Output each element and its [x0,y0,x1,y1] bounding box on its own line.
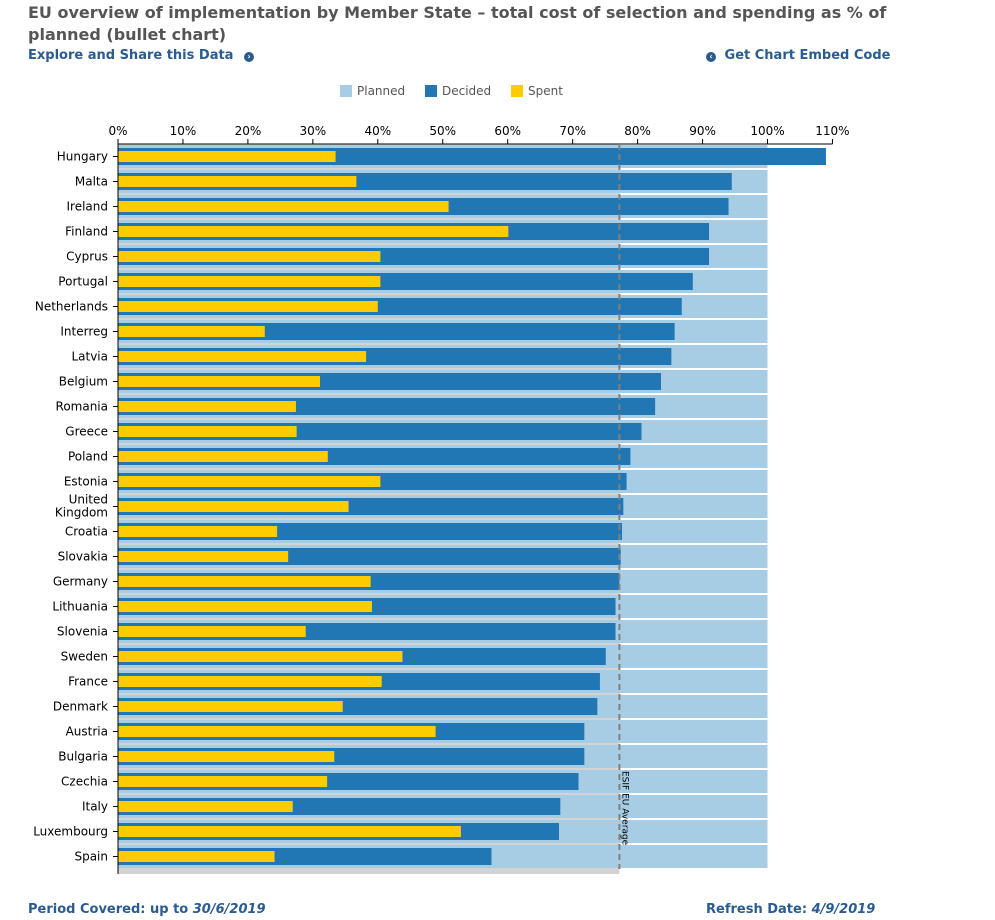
category-label: Romania [56,400,108,414]
refresh-date: Refresh Date: 4/9/2019 [706,902,875,917]
bar-spent [118,401,296,412]
legend-item-planned[interactable]: Planned [340,84,405,98]
bar-spent [118,676,382,687]
category-label: Interreg [60,325,108,339]
category-label: Bulgaria [58,750,108,764]
category-label: Germany [53,575,108,589]
bar-spent [118,826,461,837]
bar-spent [118,551,289,562]
x-tick-label: 10% [170,124,197,138]
category-label: Estonia [64,475,108,489]
bar-spent [118,451,328,462]
x-tick-label: 40% [364,124,391,138]
category-label: Spain [74,850,108,864]
chevron-left-circle-icon: ‹ [706,52,716,62]
bar-spent [118,426,297,437]
x-tick-label: 30% [300,124,327,138]
chart-legend: Planned Decided Spent [340,84,579,100]
chevron-right-circle-icon: › [244,52,254,62]
bar-spent [118,226,509,237]
x-tick-label: 100% [750,124,784,138]
period-covered-value: 30/6/2019 [192,902,266,917]
category-label: United [69,493,108,507]
bar-spent [118,476,381,487]
get-embed-code-link[interactable]: ‹ Get Chart Embed Code [706,48,890,63]
category-label: Slovenia [57,625,108,639]
x-tick-label: 20% [235,124,262,138]
chart-title: EU overview of implementation by Member … [28,2,928,46]
x-tick-label: 60% [494,124,521,138]
bar-spent [118,351,367,362]
x-tick-label: 110% [815,124,849,138]
legend-label-spent: Spent [527,84,563,98]
legend-swatch-planned [340,85,352,97]
bar-spent [118,651,403,662]
legend-swatch-spent [510,85,523,97]
x-tick-label: 50% [429,124,456,138]
bar-spent [118,326,265,337]
category-label: Latvia [71,350,108,364]
category-label: Kingdom [55,506,108,520]
category-label: Austria [66,725,108,739]
bar-spent [118,526,278,537]
bar-spent [118,251,381,262]
bar-spent [118,601,372,612]
category-label: France [68,675,108,689]
bar-spent [118,626,306,637]
refresh-date-label: Refresh Date: [706,902,808,917]
bar-spent [118,576,371,587]
category-label: Luxembourg [33,825,108,839]
refresh-date-value: 4/9/2019 [811,902,876,917]
category-label: Italy [82,800,108,814]
category-label: Hungary [57,150,108,164]
bar-spent [118,276,381,287]
category-label: Denmark [53,700,108,714]
explore-share-label: Explore and Share this Data [28,48,234,63]
period-covered: Period Covered: up to 30/6/2019 [28,902,266,917]
bar-spent [118,301,378,312]
category-label: Ireland [66,200,108,214]
category-label: Sweden [61,650,108,664]
category-label: Greece [65,425,108,439]
get-embed-code-label: Get Chart Embed Code [724,48,891,63]
category-label: Netherlands [35,300,108,314]
legend-swatch-decided [424,85,437,97]
category-label: Malta [75,175,108,189]
legend-label-decided: Decided [441,84,492,98]
period-covered-label: Period Covered: up to [28,902,189,917]
explore-share-link[interactable]: Explore and Share this Data › [28,48,254,63]
bar-spent [118,151,336,162]
category-label: Cyprus [66,250,108,264]
x-tick-label: 90% [689,124,716,138]
bar-spent [118,701,343,712]
x-tick-label: 70% [559,124,586,138]
x-tick-label: 0% [108,124,127,138]
x-tick-label: 80% [624,124,651,138]
chart-title-line-2: planned (bullet chart) [28,25,227,44]
bar-spent [118,751,335,762]
category-label: Portugal [58,275,108,289]
bar-spent [118,201,449,212]
bar-spent [118,776,328,787]
bar-spent [118,176,357,187]
chart-title-line-1: EU overview of implementation by Member … [28,3,887,22]
category-label: Belgium [59,375,108,389]
category-label: Lithuania [52,600,108,614]
category-label: Slovakia [58,550,108,564]
bullet-chart: 0% 10% 20% 30% 40% 50% 60% 70% 80% 90% 100% 110% Hun… [33,124,850,874]
category-label: Croatia [65,525,108,539]
bar-spent [118,376,320,387]
category-label: Poland [68,450,108,464]
legend-item-decided[interactable]: Decided [424,84,492,98]
bar-spent [118,726,436,737]
legend-item-spent[interactable]: Spent [510,84,563,98]
category-label: Czechia [61,775,108,789]
bar-spent [118,801,293,812]
category-label: Finland [65,225,108,239]
bar-spent [118,501,349,512]
legend-label-planned: Planned [357,84,406,98]
eu-average-label: ESIF EU Average [619,771,629,846]
bar-spent [118,851,275,862]
